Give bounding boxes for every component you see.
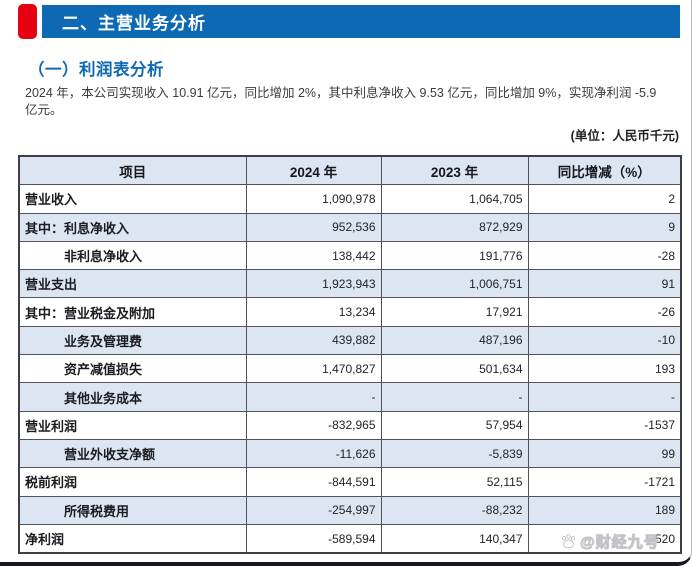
value-yoy: 193 [527,354,682,384]
table-row: 营业利润 -832,965 57,954 -1537 [18,410,682,440]
row-label: 净利润 [18,523,247,554]
summary-paragraph: 2024 年，本公司实现收入 10.91 亿元，同比增加 2%，其中利息净收入 … [25,86,657,117]
table-row: 其中：利息净收入 952,536 872,929 9 [18,212,682,242]
value-yoy: -28 [527,240,682,271]
section-header: 二、主营业务分析 [18,4,680,39]
value-2023: 501,634 [380,354,529,384]
value-2023: 191,776 [380,240,529,271]
value-2023: -5,839 [380,438,529,469]
section-title: 二、主营业务分析 [62,14,206,33]
table-row: 营业收入 1,090,978 1,064,705 2 [18,184,682,214]
table-body: 营业收入 1,090,978 1,064,705 2 其中：利息净收入 952,536 87… [18,184,682,554]
profit-table: 项目 2024 年 2023 年 同比增减（%） 营业收入 1,090,978 1,… [18,155,682,555]
value-2023: 17,921 [380,297,529,327]
value-2024: -11,626 [245,438,382,469]
table-row: 其中：营业税金及附加 13,234 17,921 -26 [18,297,682,327]
value-2023: 140,347 [380,523,529,554]
row-label: 营业外收支净额 [18,438,247,469]
value-yoy: 91 [527,269,682,299]
table-row: 资产减值损失 1,470,827 501,634 193 [18,354,682,384]
value-yoy: 2 [527,184,682,214]
value-2024: -844,591 [245,467,382,497]
value-2023: 52,115 [380,467,529,497]
value-2024: 1,923,943 [245,269,382,299]
row-label: 营业利润 [18,410,247,440]
value-yoy: -10 [527,325,682,356]
table-header: 项目 2024 年 2023 年 同比增减（%） [18,155,682,186]
row-label: 营业收入 [18,184,247,214]
section-title-bar: 二、主营业务分析 [42,5,680,38]
value-2024: 1,470,827 [245,354,382,384]
value-yoy: 99 [527,438,682,469]
column-header-2023: 2023 年 [380,155,529,186]
table-row: 其他业务成本 - - - [18,382,682,412]
value-yoy: 9 [527,212,682,242]
value-yoy: -26 [527,297,682,327]
subsection-title: （一）利润表分析 [28,61,164,79]
row-label: 其他业务成本 [18,382,247,412]
value-2024: -254,997 [245,495,382,525]
table-row: 净利润 -589,594 140,347 -520 [18,523,682,554]
row-label: 税前利润 [18,467,247,497]
column-header-item: 项目 [18,155,247,186]
red-accent-icon [18,4,37,39]
value-yoy: -1537 [527,410,682,440]
value-yoy: - [527,382,682,412]
value-yoy: 189 [527,495,682,525]
row-label: 业务及管理费 [18,325,247,356]
table-row: 税前利润 -844,591 52,115 -1721 [18,467,682,497]
table-row: 营业支出 1,923,943 1,006,751 91 [18,269,682,299]
table-header-row: 项目 2024 年 2023 年 同比增减（%） [18,155,682,186]
table-row: 业务及管理费 439,882 487,196 -10 [18,325,682,356]
row-label: 其中：营业税金及附加 [18,297,247,327]
row-label: 非利息净收入 [18,240,247,271]
value-2023: 487,196 [380,325,529,356]
row-label: 营业支出 [18,269,247,299]
value-yoy: -1721 [527,467,682,497]
table-row: 营业外收支净额 -11,626 -5,839 99 [18,438,682,469]
column-header-2024: 2024 年 [245,155,382,186]
value-2023: 872,929 [380,212,529,242]
column-header-yoy: 同比增减（%） [527,155,682,186]
value-2024: 13,234 [245,297,382,327]
profit-table-wrap: 项目 2024 年 2023 年 同比增减（%） 营业收入 1,090,978 1,… [18,155,682,555]
unit-label: (单位：人民币千元) [570,129,679,143]
value-2024: - [245,382,382,412]
table-row: 非利息净收入 138,442 191,776 -28 [18,240,682,271]
value-2023: 57,954 [380,410,529,440]
value-2024: -832,965 [245,410,382,440]
value-2024: 439,882 [245,325,382,356]
table-row: 所得税费用 -254,997 -88,232 189 [18,495,682,525]
value-2023: -88,232 [380,495,529,525]
value-yoy: -520 [527,523,682,554]
value-2024: 952,536 [245,212,382,242]
row-label: 资产减值损失 [18,354,247,384]
row-label: 其中：利息净收入 [18,212,247,242]
value-2024: 138,442 [245,240,382,271]
value-2024: -589,594 [245,523,382,554]
row-label: 所得税费用 [18,495,247,525]
value-2023: 1,064,705 [380,184,529,214]
value-2024: 1,090,978 [245,184,382,214]
value-2023: 1,006,751 [380,269,529,299]
value-2023: - [380,382,529,412]
